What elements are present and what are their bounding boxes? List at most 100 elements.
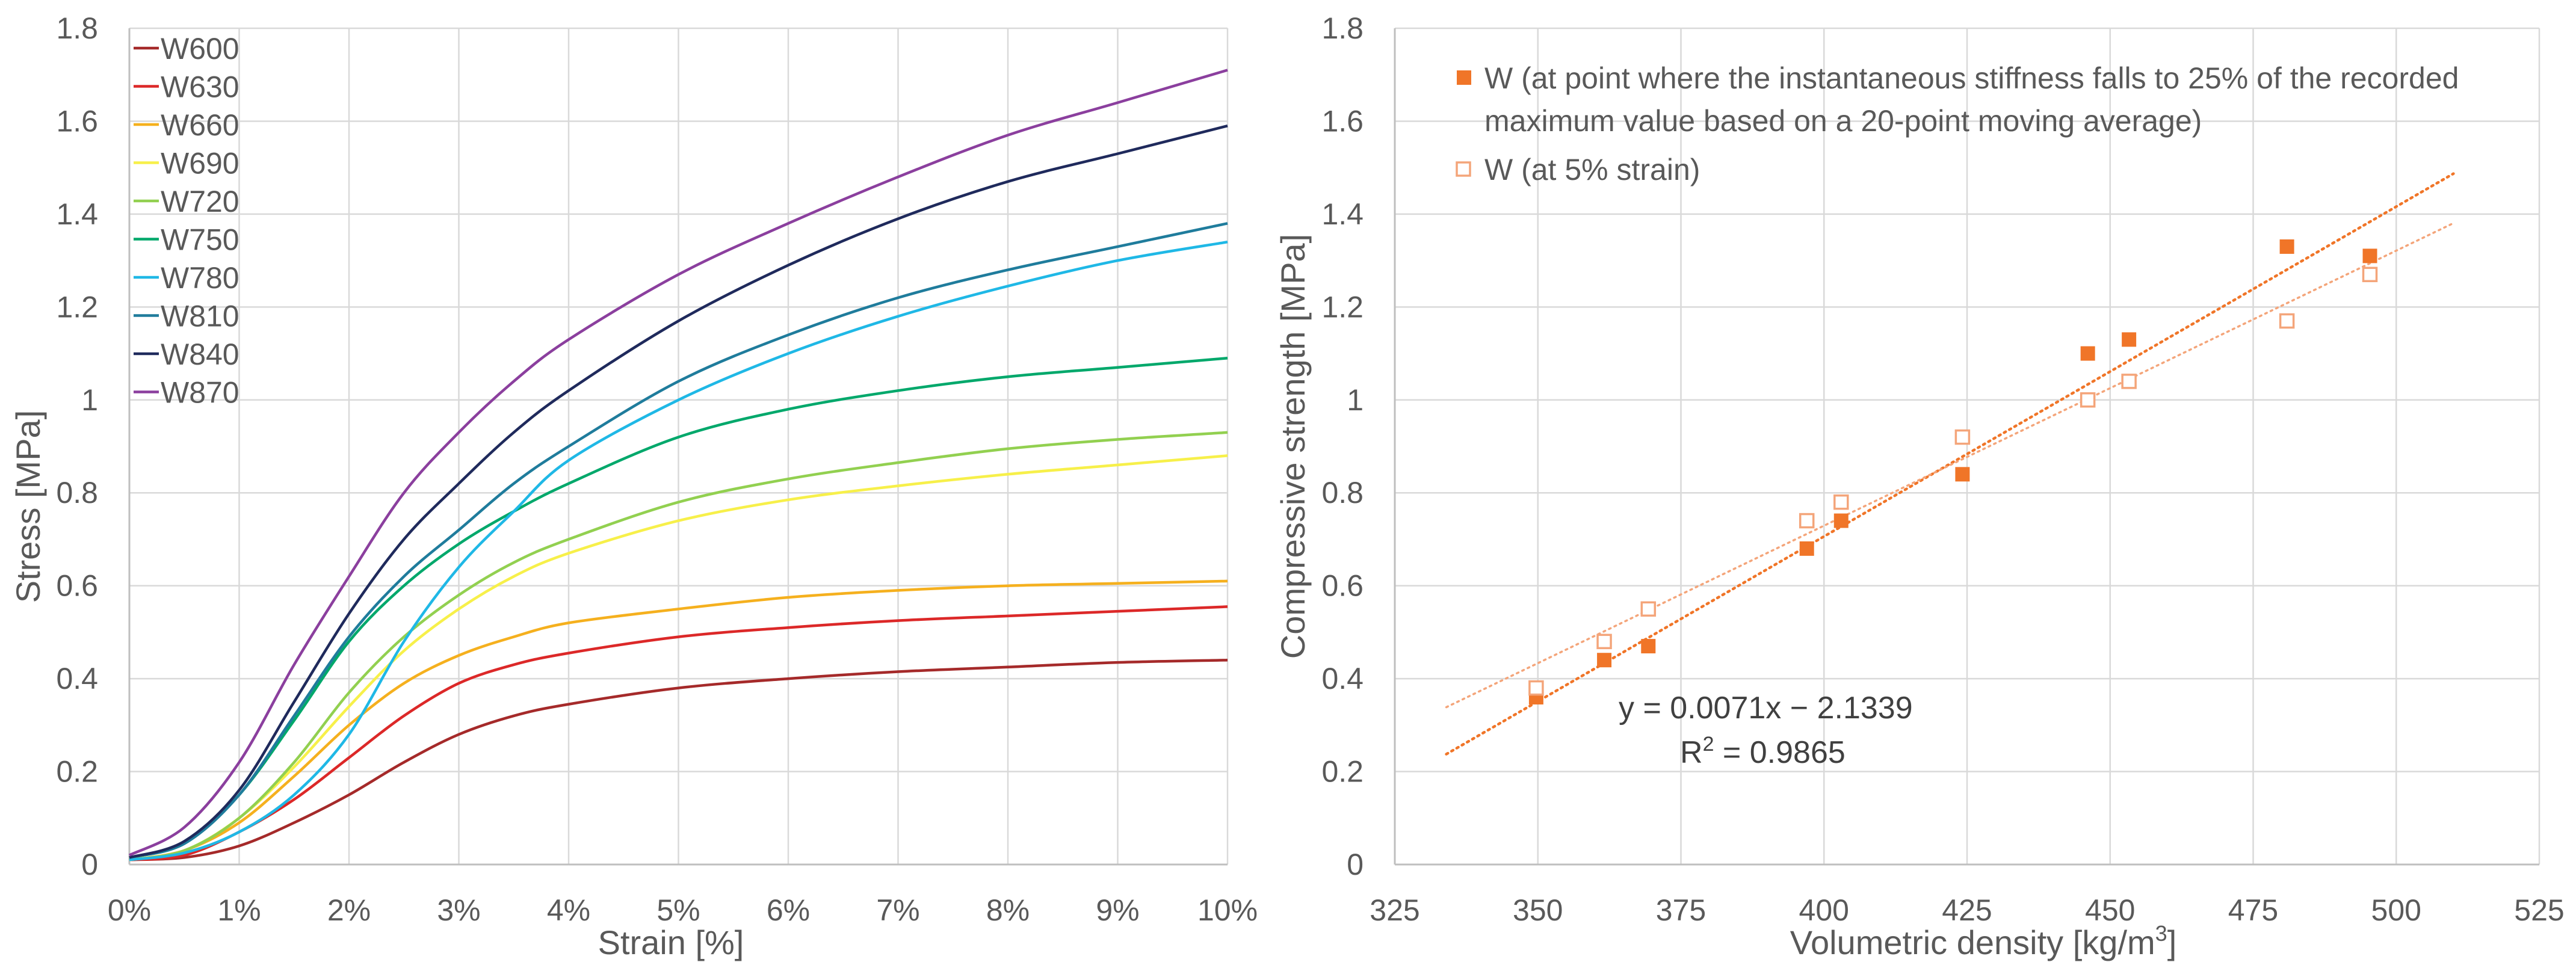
right-x-tick-label: 375 bbox=[1656, 893, 1706, 927]
point-series-2 bbox=[2121, 374, 2137, 389]
trendline-series-1 bbox=[1445, 172, 2455, 756]
legend-label-w780: W780 bbox=[161, 261, 239, 295]
legend-label-series-1-line1: W (at point where the instantaneous stif… bbox=[1484, 61, 2459, 95]
left-x-tick-label: 8% bbox=[986, 893, 1030, 927]
left-x-tick-label: 7% bbox=[876, 893, 919, 927]
point-series-1 bbox=[2122, 332, 2137, 347]
r-squared-value: = 0.9865 bbox=[1714, 735, 1845, 770]
point-series-2 bbox=[1640, 601, 1657, 617]
left-axes bbox=[128, 28, 1228, 866]
right-x-axis-title-sup: 3 bbox=[2155, 921, 2167, 946]
left-y-tick-label: 0.2 bbox=[56, 755, 98, 789]
left-x-tick-labels: 0% 1% 2% 3% 4% 5% 6% 7% 8% 9% 10% bbox=[108, 893, 1258, 927]
left-series-lines bbox=[128, 69, 1228, 861]
point-series-2 bbox=[2080, 392, 2096, 408]
legend-label-w630: W630 bbox=[161, 70, 239, 104]
series-line-w840 bbox=[129, 125, 1228, 859]
point-series-2 bbox=[2362, 267, 2378, 283]
legend-label-w690: W690 bbox=[161, 147, 239, 180]
left-y-tick-label: 0.6 bbox=[56, 569, 98, 603]
point-series-2 bbox=[1528, 680, 1544, 696]
right-x-tick-label: 325 bbox=[1370, 893, 1419, 927]
legend-label-w870: W870 bbox=[161, 376, 239, 410]
series-line-w630 bbox=[129, 605, 1228, 861]
left-y-tick-label: 1.8 bbox=[56, 11, 98, 45]
trendline-equation: y = 0.0071x − 2.1339 bbox=[1619, 691, 1913, 726]
series-line-w720 bbox=[129, 431, 1228, 861]
right-data-points bbox=[1528, 239, 2378, 704]
left-y-tick-label: 0.4 bbox=[56, 662, 98, 695]
point-series-1 bbox=[1955, 467, 1970, 482]
left-gridlines bbox=[129, 27, 1229, 864]
left-y-tick-label: 1.6 bbox=[56, 104, 98, 138]
series-line-w870 bbox=[128, 69, 1228, 857]
trendline-series-2 bbox=[1445, 222, 2455, 709]
left-x-tick-label: 1% bbox=[217, 893, 261, 927]
right-x-axis-title: Volumetric density [kg/m3] bbox=[1790, 921, 2177, 961]
right-y-tick-label: 1.6 bbox=[1321, 104, 1364, 138]
point-series-1 bbox=[2362, 248, 2377, 263]
right-x-tick-label: 450 bbox=[2085, 893, 2135, 927]
point-series-1 bbox=[1833, 513, 1849, 528]
left-x-tick-label: 9% bbox=[1096, 893, 1139, 927]
right-y-tick-label: 0.4 bbox=[1321, 662, 1364, 695]
legend-label-w840: W840 bbox=[161, 337, 239, 371]
right-x-tick-labels: 325 350 375 400 425 450 475 500 525 bbox=[1370, 893, 2564, 927]
right-y-tick-label: 0.6 bbox=[1321, 569, 1364, 603]
right-x-axis-title-main: Volumetric density [kg/m bbox=[1790, 923, 2155, 961]
left-x-tick-label: 6% bbox=[767, 893, 810, 927]
point-series-1 bbox=[1641, 639, 1656, 654]
right-y-tick-label: 1.8 bbox=[1321, 11, 1364, 45]
series-line-w660 bbox=[129, 579, 1228, 861]
point-series-1 bbox=[1597, 653, 1612, 668]
right-x-tick-label: 525 bbox=[2514, 893, 2564, 927]
series-line-w750 bbox=[129, 357, 1228, 859]
legend-label-w750: W750 bbox=[161, 223, 239, 257]
right-y-tick-label: 0 bbox=[1347, 848, 1364, 881]
right-y-tick-label: 0.8 bbox=[1321, 476, 1364, 510]
series-line-w780 bbox=[129, 240, 1228, 861]
point-series-2 bbox=[2279, 313, 2295, 329]
legend-label-series-2: W (at 5% strain) bbox=[1484, 153, 1700, 186]
right-y-tick-label: 1.4 bbox=[1321, 197, 1364, 231]
left-y-tick-label: 0.8 bbox=[56, 476, 98, 510]
stress-strain-chart: 0 0.2 0.4 0.6 0.8 1 1.2 1.4 1.6 1.8 0% 1% 2% 3% 4% 5% 6… bbox=[9, 11, 1258, 961]
right-y-tick-label: 1 bbox=[1347, 383, 1364, 417]
r-squared-label: R2 = 0.9865 bbox=[1680, 733, 1846, 770]
legend-label-w660: W660 bbox=[161, 108, 239, 142]
legend-label-w600: W600 bbox=[161, 32, 239, 66]
right-x-axis-title-end: ] bbox=[2167, 923, 2177, 961]
legend-label-w810: W810 bbox=[161, 300, 239, 333]
left-y-tick-label: 1.4 bbox=[56, 197, 98, 231]
right-x-tick-label: 475 bbox=[2228, 893, 2278, 927]
r-squared-sup: 2 bbox=[1703, 733, 1714, 756]
legend-marker-open-square bbox=[1456, 161, 1471, 177]
point-series-2 bbox=[1799, 513, 1815, 529]
left-y-tick-labels: 0 0.2 0.4 0.6 0.8 1 1.2 1.4 1.6 1.8 bbox=[56, 11, 98, 881]
series-line-w810 bbox=[129, 222, 1228, 859]
left-x-tick-label: 4% bbox=[547, 893, 590, 927]
r-squared-r: R bbox=[1680, 735, 1703, 770]
right-trendlines bbox=[1445, 172, 2455, 756]
point-series-1 bbox=[1799, 541, 1814, 556]
right-y-axis-title: Compressive strength [MPa] bbox=[1274, 234, 1312, 659]
left-y-tick-label: 1.2 bbox=[56, 290, 98, 324]
right-legend: W (at point where the instantaneous stif… bbox=[1456, 61, 2459, 186]
left-y-tick-label: 1 bbox=[81, 383, 98, 417]
right-y-tick-label: 1.2 bbox=[1321, 290, 1364, 324]
left-x-tick-label: 2% bbox=[327, 893, 371, 927]
point-series-1 bbox=[2080, 346, 2095, 361]
right-y-tick-labels: 0 0.2 0.4 0.6 0.8 1 1.2 1.4 1.6 1.8 bbox=[1321, 11, 1364, 881]
left-x-axis-title: Strain [%] bbox=[598, 923, 744, 961]
left-legend: W600 W630 W660 W690 W720 W750 W780 W810 W840 W870 bbox=[134, 32, 239, 410]
left-x-tick-label: 3% bbox=[437, 893, 480, 927]
strength-density-chart: 0 0.2 0.4 0.6 0.8 1 1.2 1.4 1.6 1.8 325 350 375 400 4… bbox=[1274, 11, 2565, 961]
point-series-2 bbox=[1833, 494, 1849, 510]
right-x-tick-label: 425 bbox=[1942, 893, 1992, 927]
point-series-2 bbox=[1954, 429, 1971, 445]
right-axes bbox=[1394, 28, 2539, 866]
series-line-w600 bbox=[129, 658, 1228, 861]
left-x-tick-label: 10% bbox=[1197, 893, 1258, 927]
